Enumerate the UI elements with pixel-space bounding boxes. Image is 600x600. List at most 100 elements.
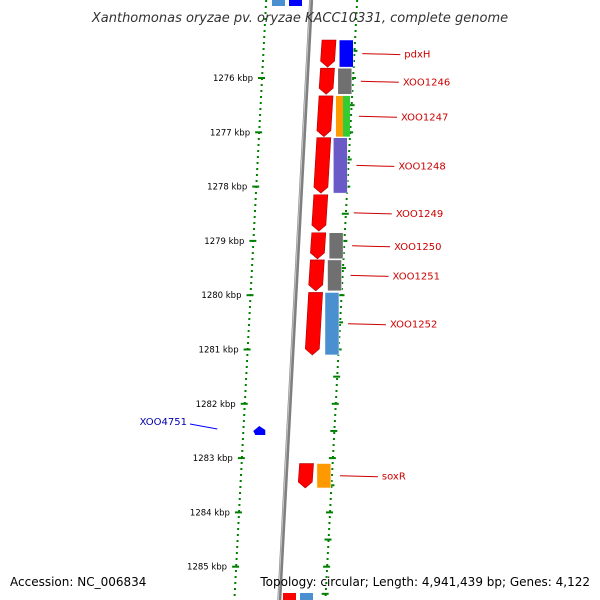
guide-dot (252, 234, 255, 236)
guide-dot (243, 414, 246, 416)
gene-label-soxr: soxR (382, 472, 406, 483)
guide-dot (324, 594, 327, 596)
guide-dot (355, 18, 358, 20)
gene-features (253, 39, 354, 489)
guide-dot (347, 156, 350, 158)
guide-dot (235, 552, 238, 554)
guide-dot (345, 198, 348, 200)
guide-dot (341, 270, 344, 272)
guide-dot (258, 126, 261, 128)
guide-dot (347, 168, 350, 170)
guide-dot (241, 450, 244, 452)
guide-dot (333, 426, 336, 428)
tick-label: 1282 kbp (196, 400, 236, 410)
guide-dot (264, 6, 267, 8)
guide-dot (342, 264, 345, 266)
guide-dot (354, 24, 357, 26)
guide-dot (330, 480, 333, 482)
guide-dot (344, 222, 347, 224)
guide-dot (244, 390, 247, 392)
guide-dot (247, 324, 250, 326)
guide-dot (264, 12, 267, 14)
guide-dot (343, 246, 346, 248)
cog-block-xoo1252 (324, 292, 340, 356)
guide-dot (240, 468, 243, 470)
guide-dot (352, 66, 355, 68)
guide-dot (329, 498, 332, 500)
guide-dot (238, 510, 241, 512)
guide-dot (254, 198, 257, 200)
guide-dot (236, 540, 239, 542)
guide-dot (250, 276, 253, 278)
guide-dot (257, 150, 260, 152)
gene-label-xoo1251: XOO1251 (393, 271, 440, 282)
guide-dot (350, 102, 353, 104)
guide-dot (260, 90, 263, 92)
guide-dot (259, 102, 262, 104)
guide-dot (352, 72, 355, 74)
guide-dot (262, 48, 265, 50)
guide-dot (244, 384, 247, 386)
guide-dot (331, 456, 334, 458)
guide-dot (349, 120, 352, 122)
guide-dot (328, 528, 331, 530)
guide-dot (239, 486, 242, 488)
guide-dot (246, 354, 249, 356)
guide-dot (251, 264, 254, 266)
gene-label-xoo1248: XOO1248 (398, 161, 445, 172)
guide-dot (253, 228, 256, 230)
guide-dot (325, 576, 328, 578)
guide-dot (333, 432, 336, 434)
guide-dot (242, 432, 245, 434)
guide-dot (235, 558, 238, 560)
guide-dot (256, 168, 259, 170)
guide-dot (356, 0, 359, 2)
guide-dot (251, 252, 254, 254)
guide-dot (326, 552, 329, 554)
guide-dot (348, 138, 351, 140)
guide-dot (339, 306, 342, 308)
guide-dot (338, 330, 341, 332)
guide-dot (327, 546, 330, 548)
guide-dot (327, 534, 330, 536)
guide-dot (336, 378, 339, 380)
gene-arrow-xoo1249 (311, 194, 329, 232)
guide-dot (347, 162, 350, 164)
guide-dot (341, 276, 344, 278)
guide-dot (261, 72, 264, 74)
backbone-highlight (277, 0, 311, 600)
tick-label: 1278 kbp (207, 183, 247, 193)
gene-arrow-xoo1246 (318, 67, 335, 95)
guide-dot (242, 426, 245, 428)
guide-dot (237, 528, 240, 530)
cog-block-pdxh (339, 39, 354, 68)
guide-dot (354, 30, 357, 32)
edge-feature-top (289, 0, 302, 6)
guide-dot (343, 234, 346, 236)
guide-dot (248, 306, 251, 308)
guide-dot (348, 150, 351, 152)
guide-dot (351, 96, 354, 98)
guide-dot (263, 30, 266, 32)
guide-dot (265, 0, 268, 2)
guide-dot (336, 366, 339, 368)
guide-dot (328, 522, 331, 524)
guide-dot (325, 582, 328, 584)
guide-dot (259, 114, 262, 116)
guide-dot (255, 180, 258, 182)
cog-block-xoo1246 (337, 67, 353, 95)
guide-dot (256, 156, 259, 158)
guide-dot (341, 282, 344, 284)
guide-dot (344, 228, 347, 230)
guide-dot (239, 480, 242, 482)
guide-dot (334, 414, 337, 416)
guide-dot (254, 210, 257, 212)
guide-dot (249, 288, 252, 290)
gene-arrow-pdxh (320, 39, 337, 68)
guide-dot (351, 84, 354, 86)
guide-dot (233, 588, 236, 590)
edge-feature-bottom (300, 593, 313, 600)
gene-label-xoo1252: XOO1252 (390, 320, 437, 331)
guide-dot (353, 48, 356, 50)
